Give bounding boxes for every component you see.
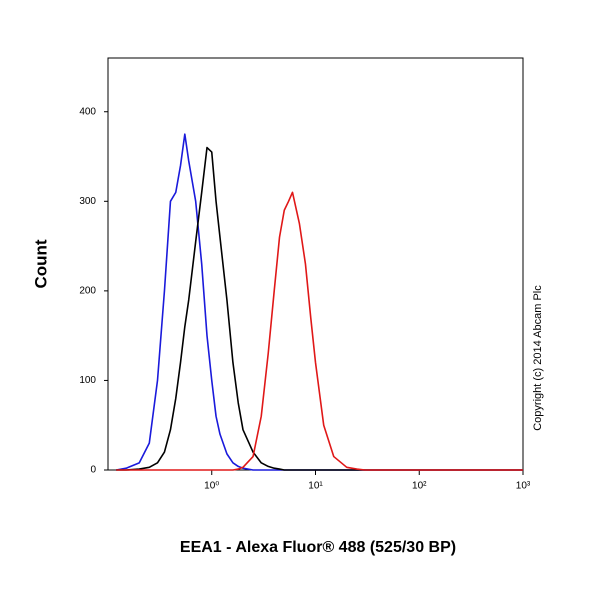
histogram-line <box>116 191 523 471</box>
x-tick-label: 10⁰ <box>204 481 219 492</box>
x-axis-label: EEA1 - Alexa Fluor® 488 (525/30 BP) <box>180 539 456 556</box>
x-tick-label: 10² <box>412 481 427 492</box>
x-tick-label: 10¹ <box>308 481 323 492</box>
y-tick-label: 100 <box>79 375 96 386</box>
copyright: Copyright (c) 2014 Abcam Plc <box>532 285 544 431</box>
histogram-line <box>116 133 523 471</box>
plot-frame <box>107 57 524 471</box>
y-axis-label: Count <box>31 239 50 288</box>
y-tick-label: 0 <box>90 465 96 476</box>
histogram-line <box>116 146 523 471</box>
y-tick-label: 400 <box>79 106 96 117</box>
y-tick-label: 200 <box>79 286 96 297</box>
y-tick-label: 300 <box>79 196 96 207</box>
x-tick-label: 10³ <box>516 481 531 492</box>
